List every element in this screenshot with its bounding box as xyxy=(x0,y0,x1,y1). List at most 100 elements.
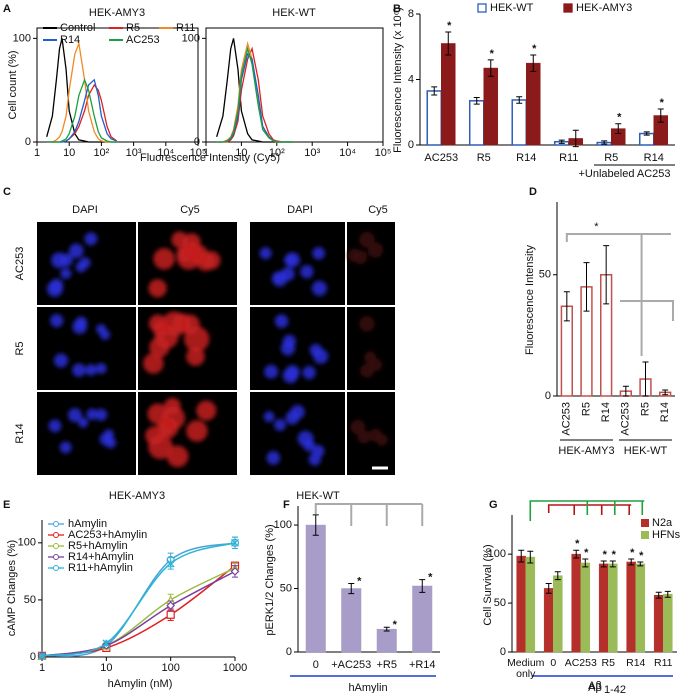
y-tick-label: 100 xyxy=(13,32,31,44)
x-tick-label: R14 xyxy=(659,402,671,422)
x-axis-label: Aβ xyxy=(588,682,602,693)
significance-star: * xyxy=(447,20,452,32)
cell xyxy=(79,257,91,269)
x-tick-label: R5 xyxy=(580,402,592,416)
legend-label: Control xyxy=(60,22,95,34)
y-tick-label: 100 xyxy=(274,519,292,531)
comparison-bracket xyxy=(565,233,674,356)
cell xyxy=(176,245,201,270)
cell xyxy=(59,441,72,454)
cell xyxy=(68,243,84,259)
cell xyxy=(290,404,305,420)
cell xyxy=(75,316,88,329)
x-tick-label: AC253 xyxy=(561,402,573,436)
group-label: HEK-AMY3 xyxy=(558,445,614,457)
cell xyxy=(312,247,326,260)
x-tick-label: 10⁵ xyxy=(375,147,392,159)
cell xyxy=(161,406,186,430)
significance-star: * xyxy=(532,43,537,55)
x-tick-label: R5 xyxy=(604,152,618,164)
x-axis-label: hAmylin xyxy=(348,682,387,693)
error-bar xyxy=(615,123,622,135)
cell xyxy=(149,337,170,358)
legend-label: N2a xyxy=(652,517,673,529)
x-tick-label: R11 xyxy=(559,152,578,164)
legend-label: HFNs xyxy=(652,529,681,541)
y-axis-label: Fluorescence Intensity xyxy=(524,244,536,355)
column-label: Cy5 xyxy=(368,204,388,216)
data-point xyxy=(38,651,46,660)
panel-letter: F xyxy=(283,499,290,511)
x-tick-label: 10³ xyxy=(304,147,320,159)
bar xyxy=(626,561,636,653)
micrograph-cells xyxy=(358,315,383,378)
cell xyxy=(50,314,64,328)
cell xyxy=(302,365,316,380)
error-bar xyxy=(573,549,580,559)
y-tick-label: 0 xyxy=(545,390,551,402)
cell xyxy=(300,264,314,279)
error-bar xyxy=(642,361,649,397)
significance-star: * xyxy=(428,572,433,584)
y-axis-label: cAMP Changes (%) xyxy=(6,540,18,636)
cell xyxy=(95,408,108,421)
bar xyxy=(543,588,554,653)
significance-star: * xyxy=(575,538,580,550)
legend-swatch xyxy=(563,3,573,13)
cell xyxy=(46,281,63,297)
bar xyxy=(653,594,664,653)
x-tick-label: 100 xyxy=(161,662,179,674)
panel-letter: E xyxy=(3,499,10,511)
bar xyxy=(663,594,673,653)
x-tick-label: 10 xyxy=(63,147,75,159)
cell xyxy=(51,252,67,269)
legend-label: R5+hAmylin xyxy=(68,540,128,552)
cell xyxy=(166,445,189,468)
bar xyxy=(511,99,527,146)
cell xyxy=(161,311,187,337)
y-tick-label: 100 xyxy=(488,548,506,560)
data-point xyxy=(102,639,111,648)
bar xyxy=(598,563,609,653)
x-tick-label: 1000 xyxy=(223,662,247,674)
significance-star: * xyxy=(490,48,495,60)
cell xyxy=(350,419,366,435)
error-bar xyxy=(563,291,570,322)
cell xyxy=(148,279,167,298)
legend-marker xyxy=(53,532,59,538)
series-line xyxy=(46,77,117,143)
group-label: HEK-AMY3 xyxy=(109,490,165,502)
cell xyxy=(259,247,272,260)
cell xyxy=(280,341,296,356)
error-bar xyxy=(554,571,561,581)
series-line xyxy=(216,46,294,143)
y-tick-label: 0 xyxy=(25,136,31,148)
x-tick-label: 10⁴ xyxy=(157,147,174,159)
micrograph-cells xyxy=(143,311,210,374)
micrograph-cells xyxy=(148,231,221,298)
cell xyxy=(311,280,328,296)
x-axis-label-subscript: 1-42 xyxy=(604,684,626,693)
error-bar xyxy=(572,129,579,148)
column-label: Cy5 xyxy=(180,204,200,216)
cell xyxy=(95,363,107,374)
legend-label: R14+hAmylin xyxy=(68,551,134,563)
error-bar xyxy=(530,54,537,72)
legend-marker xyxy=(53,521,59,527)
x-tick-label: +R5 xyxy=(377,659,398,671)
error-bar xyxy=(601,140,608,145)
x-axis-label: Fluorescence Intensity (Cy5) xyxy=(140,152,280,164)
x-tick-label: +R14 xyxy=(409,659,436,671)
panel-letter: G xyxy=(489,499,498,511)
cell xyxy=(84,232,98,246)
cell xyxy=(184,326,210,352)
x-tick-label: R11 xyxy=(654,657,673,669)
x-tick-label: 1 xyxy=(203,147,209,159)
significance-star: * xyxy=(594,221,599,233)
x-tick-label: R5 xyxy=(601,657,615,669)
bar xyxy=(468,100,485,146)
cell xyxy=(311,444,325,458)
series-line xyxy=(46,83,118,143)
group-label: +Unlabeled AC253 xyxy=(578,168,670,180)
significance-star: * xyxy=(584,547,589,559)
